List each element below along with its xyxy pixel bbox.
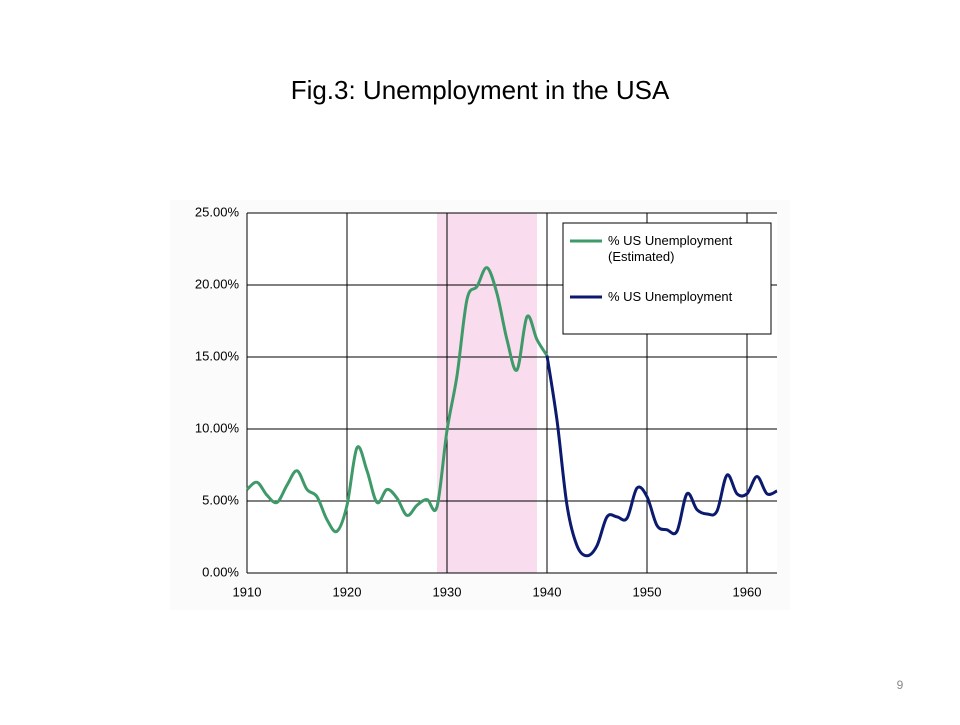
legend-label: % US Unemployment (Estimated) <box>608 233 733 264</box>
data-line <box>246 266 549 534</box>
y-tick-label: 25.00% <box>195 204 240 219</box>
x-tick-label: 1910 <box>233 584 262 599</box>
x-tick-label: 1960 <box>733 584 762 599</box>
y-tick-label: 10.00% <box>195 420 240 435</box>
y-tick-label: 15.00% <box>195 348 240 363</box>
x-tick-label: 1930 <box>433 584 462 599</box>
legend-item: % US Unemployment <box>608 289 733 304</box>
page-number: 9 <box>897 678 904 692</box>
x-tick-label: 1940 <box>533 584 562 599</box>
data-line <box>545 355 778 558</box>
y-tick-label: 5.00% <box>202 492 239 507</box>
y-tick-label: 0.00% <box>202 564 239 579</box>
y-tick-label: 20.00% <box>195 276 240 291</box>
chart-title: Fig.3: Unemployment in the USA <box>291 75 670 105</box>
x-tick-label: 1920 <box>333 584 362 599</box>
legend-item: % US Unemployment (Estimated) <box>608 233 733 264</box>
x-tick-label: 1950 <box>633 584 662 599</box>
legend-label: % US Unemployment <box>608 289 733 304</box>
